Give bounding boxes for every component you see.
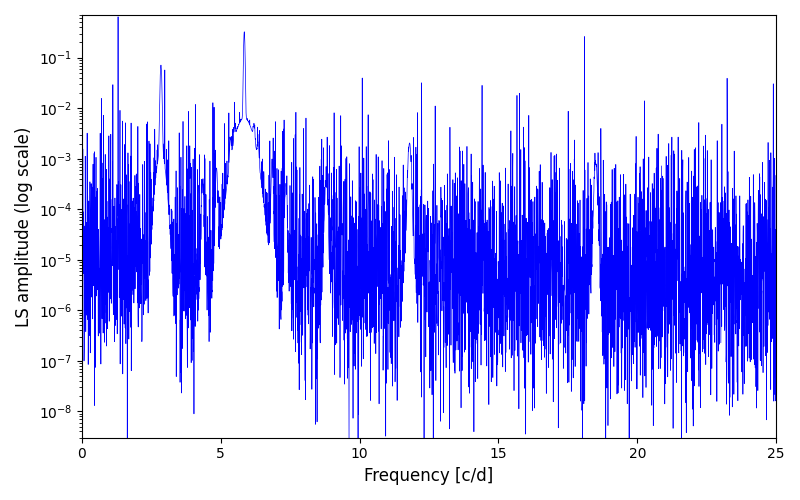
Y-axis label: LS amplitude (log scale): LS amplitude (log scale): [15, 126, 33, 326]
X-axis label: Frequency [c/d]: Frequency [c/d]: [364, 467, 494, 485]
